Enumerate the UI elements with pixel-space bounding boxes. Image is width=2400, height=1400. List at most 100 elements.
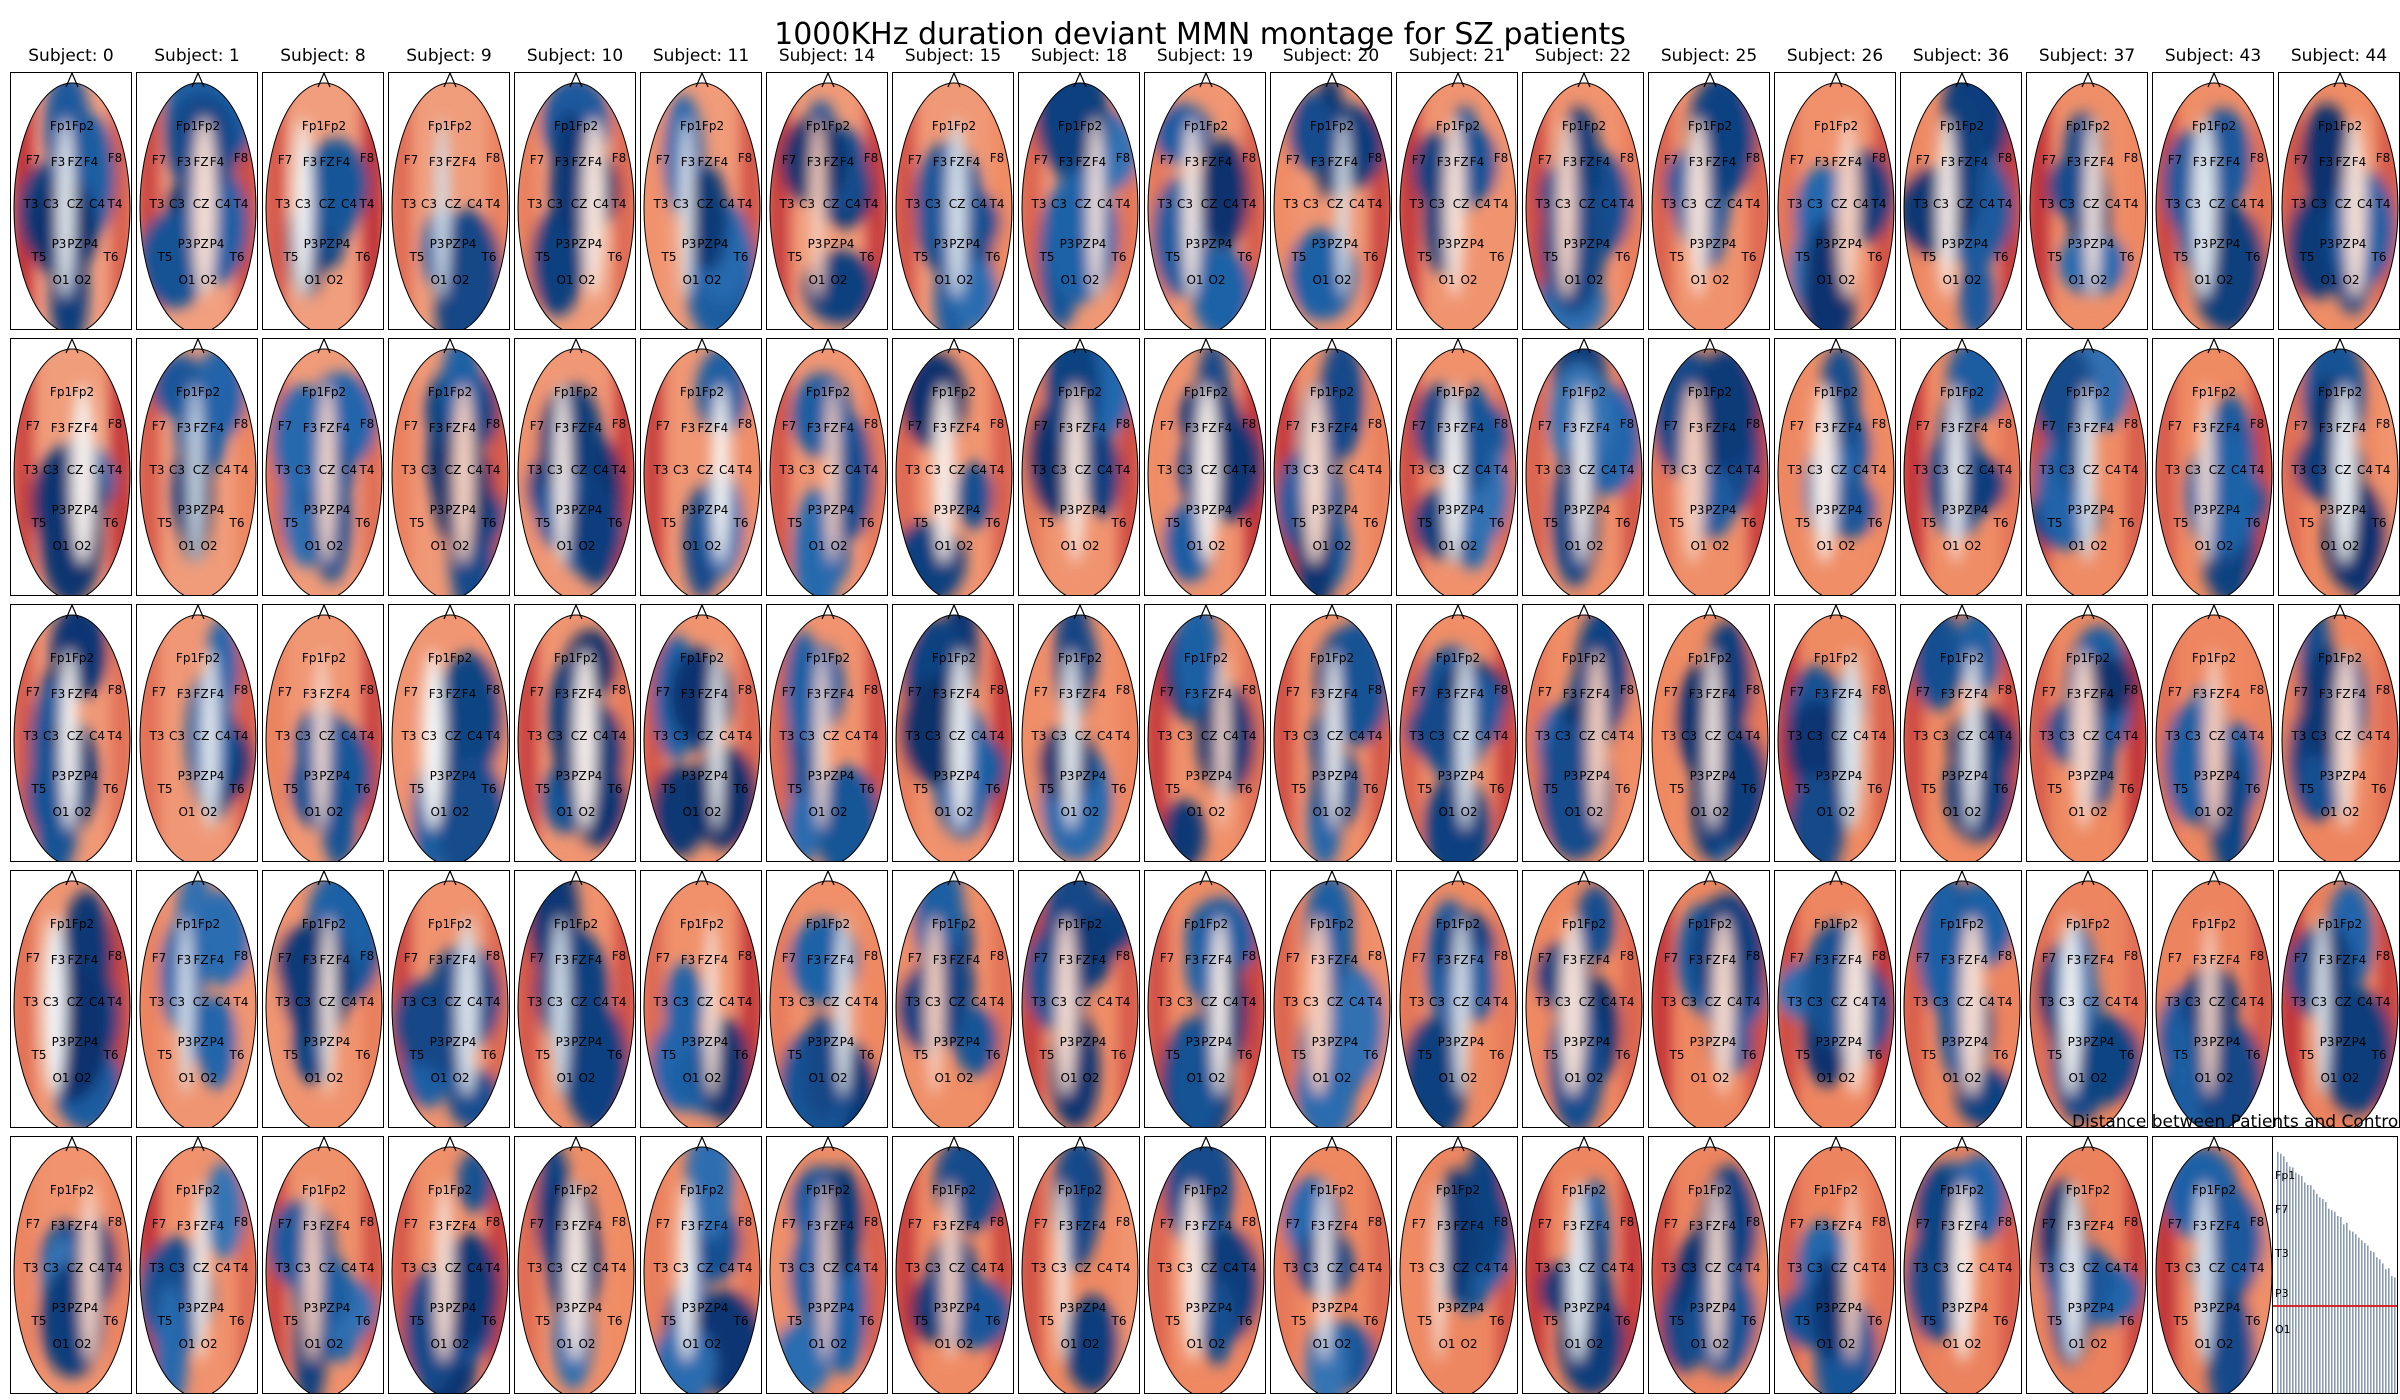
electrode-label: C3: [2059, 463, 2075, 477]
electrode-label: F8: [1242, 949, 1257, 963]
electrode-label: Fp2: [1080, 1183, 1102, 1197]
electrode-label: CZ: [1201, 197, 1218, 211]
electrode-label: P4: [1092, 503, 1107, 517]
electrode-label: F4: [1218, 953, 1233, 967]
electrode-label: CZ: [1075, 1261, 1092, 1275]
electrode-label: P4: [2100, 503, 2115, 517]
electrode-label: O2: [830, 805, 847, 819]
electrode-label: P4: [840, 769, 855, 783]
electrode-label: T3: [1409, 463, 1425, 477]
electrode-label: Fp2: [576, 385, 598, 399]
electrode-label: PZ: [319, 769, 334, 783]
electrode-label: O1: [304, 1071, 321, 1085]
electrode-label: C3: [1681, 995, 1697, 1009]
electrode-label: Fp1: [932, 119, 954, 133]
electrode-label: C3: [925, 1261, 941, 1275]
electrode-label: O2: [704, 805, 721, 819]
electrode-label: FZ: [949, 953, 964, 967]
electrode-label: F8: [1116, 417, 1131, 431]
electrode-label: Fp2: [1332, 917, 1354, 931]
scalp-topomap: Fp1 Fp2F7 F3 FZ F4 F8T3 C3 CZ C4 T4P3 PZ P4T5 T6O1 O2: [2153, 1137, 2274, 1394]
scalp-topomap: Fp1 Fp2F7 F3 FZ F4 F8T3 C3 CZ C4 T4P3 PZ P4T5 T6O1 O2: [137, 871, 258, 1128]
electrode-label: O1: [2194, 1337, 2211, 1351]
electrode-label: O2: [74, 539, 91, 553]
electrode-label: PZ: [949, 503, 964, 517]
electrode-label: C4: [1979, 995, 1995, 1009]
electrode-label: O1: [52, 805, 69, 819]
electrode-label: T4: [2249, 197, 2265, 211]
electrode-label: P4: [714, 769, 729, 783]
electrode-label: FZ: [571, 155, 586, 169]
electrode-label: T4: [863, 197, 879, 211]
electrode-label: FZ: [67, 1219, 82, 1233]
electrode-label: FZ: [445, 953, 460, 967]
electrode-label: P4: [210, 503, 225, 517]
electrode-label: O2: [74, 273, 91, 287]
electrode-label: P3: [1186, 1301, 1201, 1315]
electrode-label: O1: [52, 1071, 69, 1085]
electrode-label: T4: [989, 1261, 1005, 1275]
electrode-label: C4: [845, 1261, 861, 1275]
electrode-label: FZ: [1075, 953, 1090, 967]
electrode-label: CZ: [1831, 995, 1848, 1009]
electrode-label: T5: [283, 516, 299, 530]
scalp-topomap: Fp1 Fp2F7 F3 FZ F4 F8T3 C3 CZ C4 T4P3 PZ P4T5 T6O1 O2: [767, 605, 888, 862]
topomap-panel: Fp1 Fp2 F7 F3 FZ F4 F8 T3 C3 CZ C4 T4 P3 PZ P4 T5 T6 O1 O2: [1522, 72, 1644, 330]
electrode-label: O1: [934, 539, 951, 553]
scalp-topomap: Fp1 Fp2F7 F3 FZ F4 F8T3 C3 CZ C4 T4P3 PZ P4T5 T6O1 O2: [1775, 871, 1896, 1128]
electrode-label: PZ: [1831, 1301, 1846, 1315]
electrode-label: T4: [1997, 995, 2013, 1009]
topomap-panel: Fp1 Fp2 F7 F3 FZ F4 F8 T3 C3 CZ C4 T4 P3 PZ P4 T5 T6 O1 O2: [2026, 870, 2148, 1128]
electrode-label: C3: [1555, 729, 1571, 743]
electrode-label: Fp2: [1458, 917, 1480, 931]
scalp-topomap: Fp1 Fp2F7 F3 FZ F4 F8T3 C3 CZ C4 T4P3 PZ P4T5 T6O1 O2: [1271, 73, 1392, 330]
distance-bar: [2346, 1223, 2348, 1394]
electrode-label: FZ: [1201, 155, 1216, 169]
electrode-label: CZ: [67, 995, 84, 1009]
electrode-label: Fp1: [680, 917, 702, 931]
electrode-label: O2: [2216, 805, 2233, 819]
electrode-label: P4: [84, 1301, 99, 1315]
electrode-label: T3: [23, 1261, 39, 1275]
electrode-label: O2: [1964, 539, 1981, 553]
electrode-label: P4: [84, 1035, 99, 1049]
electrode-label: Fp2: [1584, 651, 1606, 665]
electrode-label: C3: [2185, 995, 2201, 1009]
electrode-label: C3: [421, 729, 437, 743]
electrode-label: T4: [1493, 729, 1509, 743]
electrode-label: P3: [1438, 1035, 1453, 1049]
electrode-label: O2: [200, 539, 217, 553]
electrode-label: O2: [200, 273, 217, 287]
electrode-label: P4: [1722, 237, 1737, 251]
electrode-label: F3: [177, 1219, 192, 1233]
electrode-label: F8: [1494, 417, 1509, 431]
distance-bar: [2313, 1190, 2315, 1394]
electrode-label: F7: [404, 951, 419, 965]
electrode-label: PZ: [697, 503, 712, 517]
scalp-topomap: Fp1 Fp2F7 F3 FZ F4 F8T3 C3 CZ C4 T4P3 PZ P4T5 T6O1 O2: [11, 73, 132, 330]
scalp-topomap: Fp1 Fp2F7 F3 FZ F4 F8T3 C3 CZ C4 T4P3 PZ P4T5 T6O1 O2: [389, 1137, 510, 1394]
electrode-label: F8: [234, 683, 249, 697]
electrode-label: F8: [1746, 151, 1761, 165]
electrode-label: P3: [2320, 503, 2335, 517]
electrode-label: C4: [1853, 1261, 1869, 1275]
electrode-label: O1: [1186, 1337, 1203, 1351]
electrode-label: O2: [1964, 805, 1981, 819]
electrode-label: FZ: [823, 953, 838, 967]
electrode-label: F4: [462, 421, 477, 435]
electrode-label: F8: [108, 1215, 123, 1229]
electrode-label: PZ: [67, 237, 82, 251]
electrode-label: Fp1: [428, 1183, 450, 1197]
electrode-label: P4: [2100, 237, 2115, 251]
electrode-label: T5: [1417, 516, 1433, 530]
electrode-label: T5: [1795, 1314, 1811, 1328]
topomap-panel: Fp1 Fp2 F7 F3 FZ F4 F8 T3 C3 CZ C4 T4 P3 PZ P4 T5 T6 O1 O2: [388, 72, 510, 330]
electrode-label: T6: [1111, 516, 1127, 530]
electrode-label: F8: [612, 949, 627, 963]
electrode-label: P4: [1344, 1301, 1359, 1315]
electrode-label: F8: [486, 949, 501, 963]
electrode-label: F7: [1664, 951, 1679, 965]
electrode-label: F8: [990, 151, 1005, 165]
electrode-label: C3: [925, 995, 941, 1009]
topomap-panel: Fp1 Fp2 F7 F3 FZ F4 F8 T3 C3 CZ C4 T4 P3 PZ P4 T5 T6 O1 O2: [2026, 1136, 2148, 1394]
